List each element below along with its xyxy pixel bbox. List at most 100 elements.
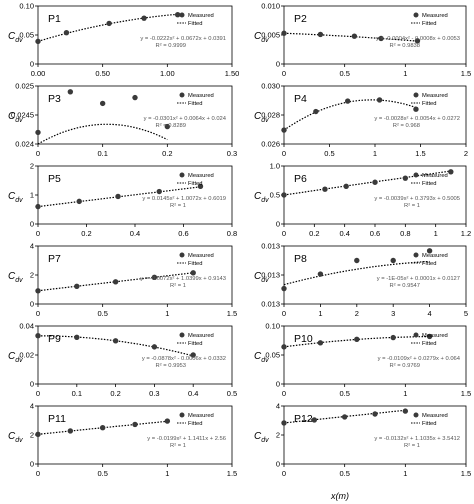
legend-measured-label: Measured [188,13,214,19]
fit-equation: y = -0.0878x² - 0.0006x + 0.0332 [142,356,226,362]
x-tick-label: 0.50 [95,69,110,78]
y-tick-label: 0.030 [261,82,280,91]
measured-point [281,30,287,36]
legend-measured-label: Measured [422,93,448,99]
plot-frame [283,165,467,225]
fit-r-squared: R² = 1 [404,203,420,209]
panel-title: P11 [48,413,66,425]
y-axis-label: Cdv [254,271,269,284]
x-tick-label: 0 [282,149,286,158]
legend-marker-measured [179,252,185,258]
measured-point [164,418,171,424]
y-tick-label: 4 [30,402,34,411]
plot-frame [37,165,233,225]
x-tick-label: 1.2 [461,229,471,238]
measured-point [426,333,433,340]
panel-title: P12 [294,413,313,425]
legend-marker-measured [179,92,185,98]
measured-point [414,38,421,44]
measured-point [35,203,41,210]
measured-point [281,192,287,198]
x-tick-label: 0.5 [227,389,237,398]
y-tick-label: 0 [30,380,34,389]
measured-point [317,271,324,277]
x-tick-label: 0 [282,229,286,238]
measured-point [151,274,158,281]
measured-point [197,183,204,189]
x-tick-label: 0 [36,149,40,158]
y-tick-label: 0.04 [19,322,34,331]
x-tick-label: 0.6 [178,229,188,238]
measured-point [390,257,396,264]
x-tick-label: 1.5 [415,149,425,158]
measured-point [112,338,119,344]
fit-equation: y = -0.0132x² + 1.1035x + 3.5412 [374,436,460,442]
x-tick-label: 0 [282,469,286,478]
measured-point [281,420,287,426]
legend-measured-label: Measured [188,413,214,419]
fit-r-squared: R² = 1 [170,443,186,449]
y-tick-label: 0.05 [265,351,280,360]
legend-measured-label: Measured [188,173,214,179]
x-tick-label: 1 [165,309,169,318]
fit-equation: y = -0.0301x² + 0.0064x + 0.024 [144,116,227,122]
legend-measured-label: Measured [422,13,448,19]
x-tick-label: 0.1 [97,149,107,158]
y-tick-label: 0.024 [15,140,34,149]
fit-r-squared: R² = 0.9999 [156,43,186,49]
panel-title: P4 [294,93,307,105]
measured-point [132,94,138,101]
y-tick-label: 2 [30,162,34,171]
measured-point [345,98,351,104]
x-tick-label: 1.5 [461,469,471,478]
x-tick-label: 4 [428,309,432,318]
y-tick-label: 0.025 [15,82,34,91]
x-tick-label: 0.4 [188,389,198,398]
measured-point [313,108,319,115]
y-tick-label: 0.026 [261,140,280,149]
x-tick-label: 0 [36,469,40,478]
measured-point [74,283,80,290]
measured-point [402,408,409,414]
x-tick-label: 0 [36,229,40,238]
measured-point [151,344,158,350]
fit-r-squared: R² = 0.9838 [390,43,420,49]
fit-equation: y = -0.0004x² - 0.0008x + 0.0053 [376,36,460,42]
x-tick-label: 1 [373,149,377,158]
x-tick-label: 1.50 [225,69,240,78]
y-tick-label: 0.028 [261,111,280,120]
measured-point [317,340,324,346]
panel-p7: 0 2 4 0 0.5 1 1.5 Cdv P7 Measured Fitted y = -0.007… [8,242,237,319]
measured-point [156,188,162,195]
y-tick-label: 0.013 [261,271,280,280]
x-tick-label: 2 [355,309,359,318]
legend-marker-measured [413,332,419,338]
measured-point [281,344,287,350]
legend-marker-measured [413,12,419,18]
measured-point [448,169,454,175]
x-tick-label: 0 [36,389,40,398]
measured-point [190,270,196,276]
panel-p6: 0 0.5 1.0 0 0.2 0.4 0.6 0.8 1 1.2 Cdv P6 Measured Fit… [254,162,471,239]
fitted-curve [283,170,451,196]
measured-point [74,334,80,341]
legend-measured-label: Measured [422,173,448,179]
legend-fitted-label: Fitted [422,21,437,27]
panel-title: P8 [294,253,307,265]
y-tick-label: 0.010 [261,2,280,11]
panel-title: P5 [48,173,61,185]
fit-r-squared: R² = 0.9547 [390,283,420,289]
y-tick-label: 1 [30,191,34,200]
measured-point [35,38,41,45]
panel-title: P7 [48,253,61,265]
panel-title: P1 [48,13,61,25]
legend-marker-measured [413,252,419,258]
panel-title: P10 [294,333,313,345]
panel-p3: 0.024 0.0245 0.025 0 0.1 0.2 0.3 Cdv P3 Measured F… [8,82,237,159]
x-tick-label: 5 [464,309,468,318]
legend-marker-measured [413,412,419,418]
x-tick-label: 0.5 [324,149,334,158]
panel-p2: 0 0.005 0.010 0 0.5 1 1.5 Cdv P2 Measured Fitted y … [254,2,471,79]
measured-point [35,333,41,339]
legend-fitted-label: Fitted [188,341,203,347]
